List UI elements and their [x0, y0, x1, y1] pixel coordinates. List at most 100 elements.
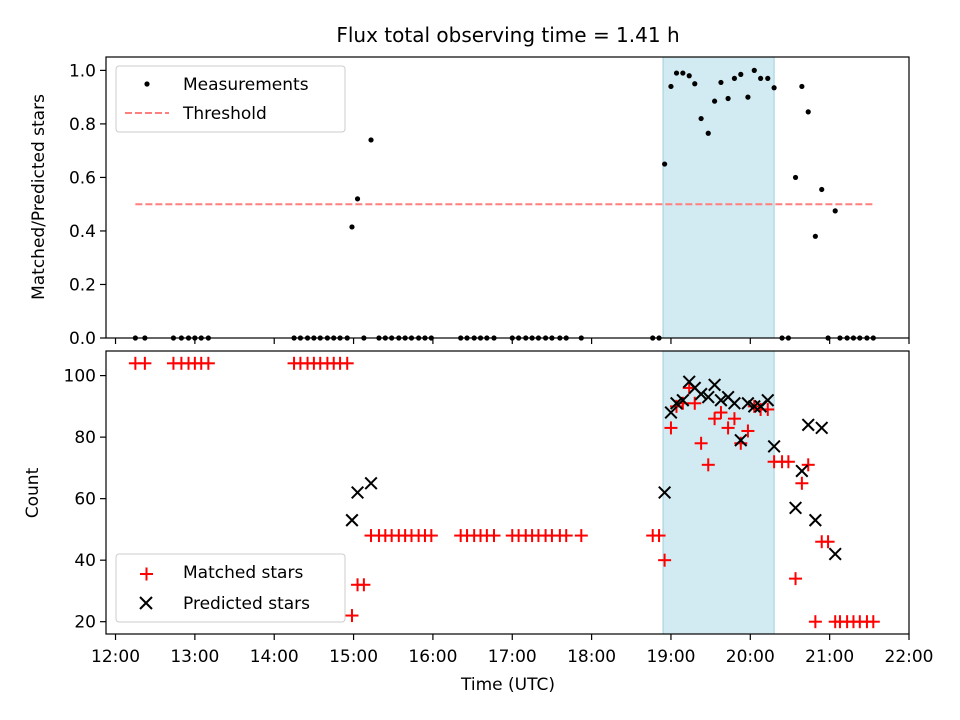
matched-star-point	[789, 572, 803, 586]
legend-measurements-marker	[144, 81, 150, 87]
predicted-star-point	[714, 393, 728, 407]
predicted-star-point	[815, 421, 829, 435]
matched-star-point	[701, 458, 715, 472]
legend-predicted-label: Predicted stars	[183, 594, 310, 614]
top-y-tick-label: 0.4	[69, 222, 96, 242]
predicted-star-point	[364, 476, 378, 490]
measurement-point	[680, 70, 686, 76]
predicted-star-point	[741, 396, 755, 410]
top-shaded-interval	[662, 56, 775, 339]
top-axes-frame	[105, 56, 910, 339]
measurement-point	[792, 174, 799, 181]
measurement-point	[805, 109, 811, 115]
predicted-star-point	[658, 485, 672, 500]
x-tick-label: 15:00	[329, 647, 378, 667]
measurement-point	[771, 85, 777, 91]
legend-measurements-label: Measurements	[183, 75, 309, 95]
measurement-point	[711, 98, 718, 104]
measurement-point	[718, 79, 724, 86]
measurement-point	[349, 224, 355, 230]
top-y-tick-label: 0.2	[69, 275, 96, 295]
x-tick-label: 20:00	[726, 647, 775, 667]
matched-star-point	[866, 615, 880, 629]
top-panel: 0.0 0.2 0.4 0.6 0.8 1.0 Matched/Predicted sta…	[29, 56, 910, 349]
measurement-point	[758, 75, 764, 82]
matched-star-point	[658, 553, 672, 567]
shaded-observing-window	[662, 56, 775, 339]
top-legend-box	[115, 65, 346, 133]
bottom-x-ticks: 12:00 13:00 14:00 15:00 16:00 17:00 18:00 19:00…	[91, 634, 934, 667]
legend-matched-label: Matched stars	[183, 563, 303, 583]
measurement-point	[354, 196, 361, 202]
matched-star-point	[357, 578, 371, 592]
x-axis-label: Time (UTC)	[460, 675, 555, 695]
bottom-y-tick-label: 40	[74, 551, 96, 571]
predicted-star-point	[828, 547, 842, 561]
measurement-point	[751, 67, 757, 73]
measurement-point	[662, 161, 668, 167]
measurement-point	[738, 71, 744, 77]
predicted-star-point	[670, 396, 684, 410]
matched-star-point	[781, 455, 795, 469]
matched-star-point	[721, 421, 735, 435]
matched-star-point	[652, 529, 666, 543]
measurement-point	[698, 115, 704, 122]
top-y-tick-label: 1.0	[69, 61, 96, 81]
predicted-star-point	[795, 464, 809, 478]
bottom-panel: 20 40 60 80 100 12:00 13:00 14:00 15:00 16:00 17:…	[23, 350, 934, 695]
legend-matched-marker	[140, 567, 153, 581]
top-legend: Measurements Threshold	[115, 65, 346, 133]
measurement-point	[725, 95, 731, 102]
bottom-axes-frame	[105, 350, 910, 635]
legend-threshold-label: Threshold	[182, 104, 267, 124]
measurement-point	[832, 208, 838, 214]
predicted-star-point	[701, 390, 715, 404]
measurement-point	[368, 137, 374, 143]
predicted-star-point	[808, 513, 822, 527]
predicted-star-point	[734, 433, 748, 447]
bottom-legend: Matched stars Predicted stars	[115, 553, 346, 623]
x-tick-label: 13:00	[170, 647, 219, 667]
x-tick-label: 16:00	[408, 647, 457, 667]
bottom-y-tick-label: 100	[64, 367, 96, 387]
top-y-ticks: 0.0 0.2 0.4 0.6 0.8 1.0	[69, 61, 106, 349]
x-tick-label: 22:00	[885, 647, 934, 667]
predicted-star-point	[664, 406, 678, 420]
bottom-y-tick-label: 60	[74, 490, 96, 510]
measurement-point	[686, 73, 692, 79]
bottom-matched-layer	[128, 356, 880, 629]
matched-star-point	[424, 529, 438, 543]
predicted-star-point	[345, 513, 359, 527]
bottom-predicted-layer	[345, 375, 842, 561]
matched-star-point	[345, 609, 359, 623]
predicted-star-point	[801, 418, 815, 432]
matched-star-point	[727, 412, 741, 426]
matched-star-point	[201, 356, 215, 370]
bottom-y-ticks: 20 40 60 80 100	[64, 367, 106, 633]
top-y-tick-label: 0.8	[69, 115, 96, 135]
matched-star-point	[808, 615, 822, 629]
measurement-point	[799, 83, 805, 90]
matched-star-point	[559, 529, 573, 543]
bottom-y-axis-label: Count	[23, 467, 43, 518]
matched-star-point	[138, 356, 152, 370]
matched-star-point	[340, 356, 354, 370]
matched-star-point	[741, 424, 755, 438]
shaded-observing-window	[662, 350, 775, 635]
predicted-star-point	[727, 396, 741, 410]
measurement-point	[692, 81, 698, 87]
predicted-star-point	[708, 378, 722, 392]
matched-star-point	[664, 421, 678, 435]
top-x-ticks	[114, 338, 910, 344]
bottom-y-tick-label: 80	[74, 428, 96, 448]
bottom-shaded-interval	[662, 350, 775, 635]
bottom-legend-box	[115, 553, 346, 623]
bottom-y-tick-label: 20	[74, 613, 96, 633]
matched-star-point	[487, 529, 501, 543]
matched-star-point	[694, 436, 708, 450]
matched-star-point	[801, 458, 815, 472]
predicted-star-point	[789, 501, 803, 515]
top-y-tick-label: 0.0	[69, 329, 96, 349]
measurement-point	[673, 70, 680, 76]
